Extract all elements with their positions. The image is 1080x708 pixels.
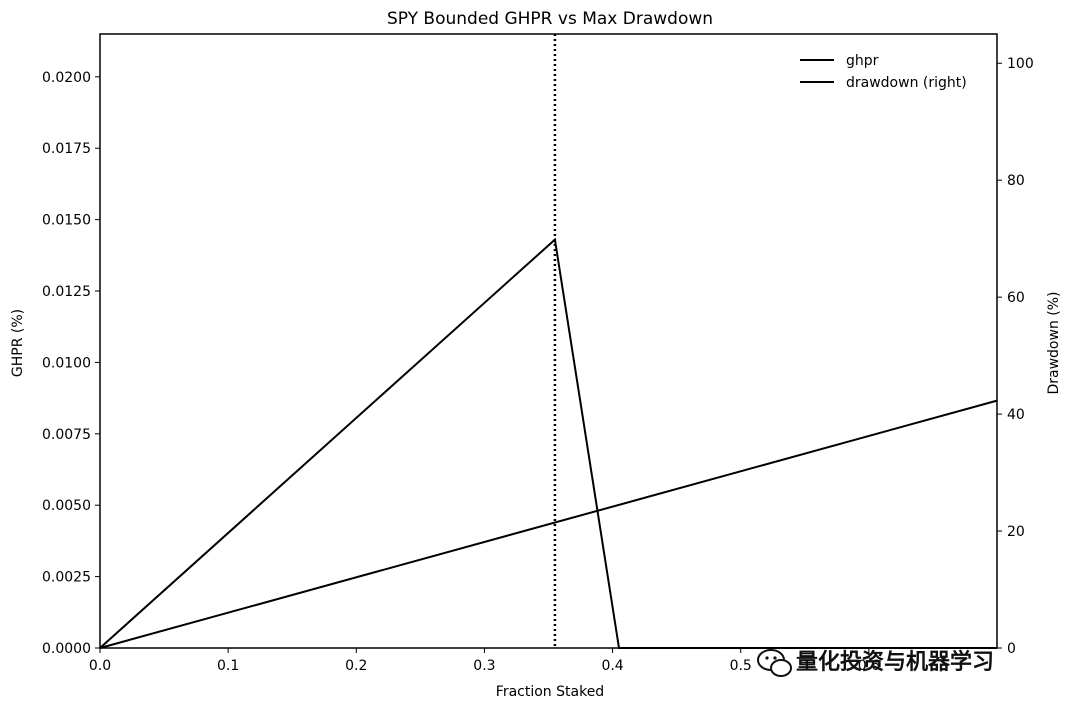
- legend-label-drawdown: drawdown (right): [846, 75, 967, 91]
- y-right-tick-label: 40: [1007, 407, 1025, 423]
- x-tick-label: 0.3: [473, 658, 495, 674]
- y-right-tick-label: 100: [1007, 56, 1034, 72]
- watermark: 量化投资与机器学习: [757, 649, 994, 677]
- x-tick-label: 0.0: [89, 658, 111, 674]
- y-axis-label-right: Drawdown (%): [1046, 291, 1062, 394]
- x-tick-label: 0.5: [730, 658, 752, 674]
- series-lines: [99, 34, 998, 649]
- legend-label-ghpr: ghpr: [846, 53, 879, 69]
- y-left-tick-label: 0.0050: [42, 498, 91, 514]
- y-axis-label-left: GHPR (%): [10, 309, 26, 377]
- y-right-tick-label: 60: [1007, 290, 1025, 306]
- wechat-icon: [757, 649, 792, 677]
- legend: ghpr drawdown (right): [800, 53, 967, 91]
- y-left-tick-label: 0.0175: [42, 141, 91, 157]
- x-tick-label: 0.1: [217, 658, 239, 674]
- plot-frame: [99, 33, 998, 649]
- y-right-tick-label: 20: [1007, 524, 1025, 540]
- y-right-tick-label: 0: [1007, 641, 1016, 657]
- y-left-tick-label: 0.0000: [42, 641, 91, 657]
- axes: [95, 33, 1002, 653]
- y-left-tick-label: 0.0075: [42, 427, 91, 443]
- x-tick-label: 0.6: [858, 658, 880, 674]
- series-line-drawdown: [99, 399, 998, 649]
- x-tick-label: 0.2: [345, 658, 367, 674]
- y-left-tick-label: 0.0200: [42, 70, 91, 86]
- y-left-tick-label: 0.0150: [42, 213, 91, 229]
- y-left-tick-label: 0.0125: [42, 284, 91, 300]
- watermark-text: 量化投资与机器学习: [796, 649, 994, 675]
- y-right-tick-label: 80: [1007, 173, 1025, 189]
- series-line-ghpr: [99, 237, 997, 649]
- x-tick-label: 0.4: [601, 658, 623, 674]
- y-left-tick-label: 0.0025: [42, 570, 91, 586]
- x-axis-label: Fraction Staked: [496, 684, 604, 700]
- tick-labels: 0.0 0.1 0.2 0.3 0.4 0.5 0.6 0.0000 0.0025 0.0050 0…: [42, 56, 1034, 674]
- chart-title: SPY Bounded GHPR vs Max Drawdown: [387, 9, 713, 29]
- y-left-tick-label: 0.0100: [42, 355, 91, 371]
